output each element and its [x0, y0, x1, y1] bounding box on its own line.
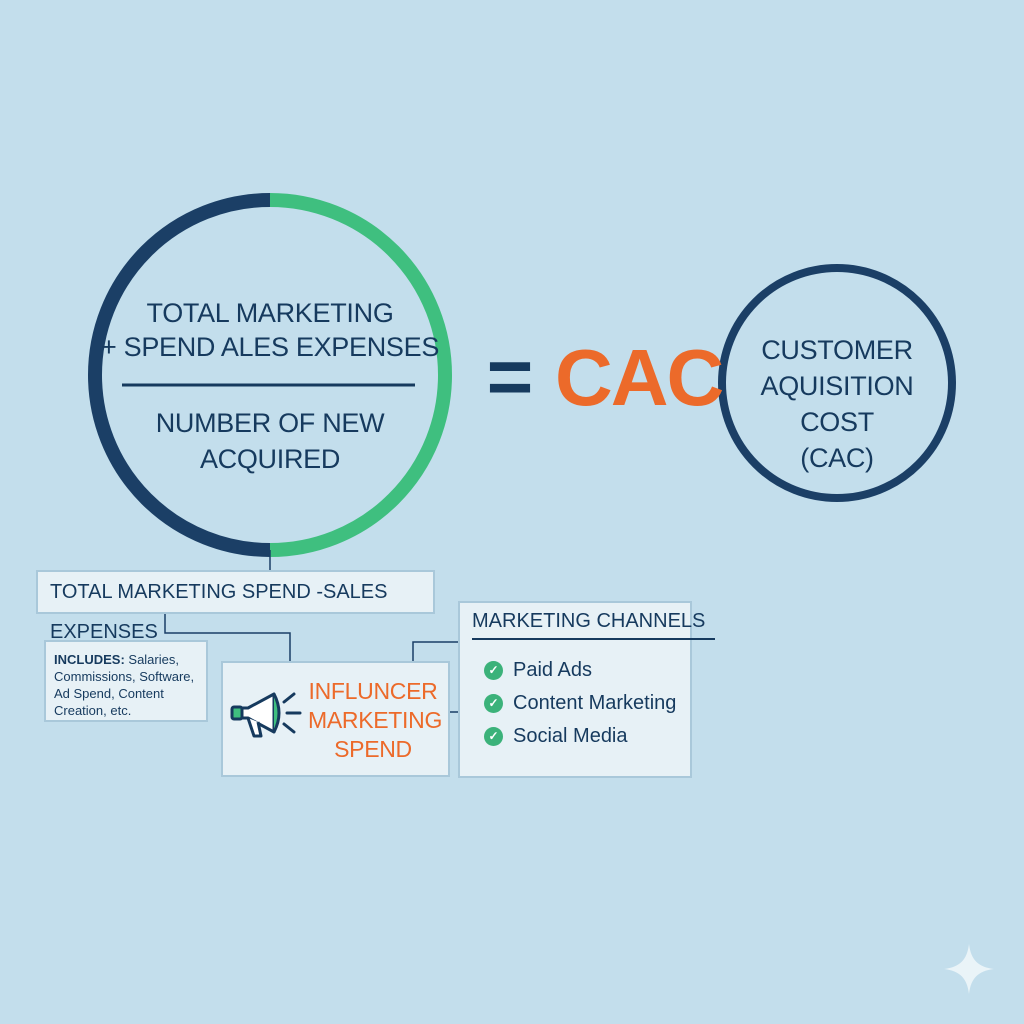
influencer-line: SPEND: [334, 736, 412, 762]
formula-circle-right-arc: [269, 193, 452, 557]
formula-numerator: TOTAL MARKETING + SPEND ALES EXPENSES: [100, 296, 440, 364]
sparkle-icon: [944, 944, 994, 994]
equals-sign: =: [486, 332, 534, 421]
cac-definition-line: (CAC): [800, 443, 874, 473]
marketing-channels-box: [458, 601, 692, 778]
check-icon: ✓: [484, 660, 503, 680]
influencer-spend-label: INFLUNCER MARKETING SPEND: [308, 677, 443, 764]
influencer-line: INFLUNCER: [308, 678, 438, 704]
numerator-line: TOTAL MARKETING: [146, 298, 394, 328]
channel-item-social-media: ✓ Social Media: [484, 723, 628, 749]
megaphone-icon: [230, 692, 302, 738]
channel-item-paid-ads: ✓ Paid Ads: [484, 657, 592, 683]
cac-circle: [718, 264, 956, 502]
includes-label: INCLUDES:: [54, 652, 125, 667]
numerator-line: + SPEND ALES EXPENSES: [100, 332, 440, 362]
influencer-line: MARKETING: [308, 707, 443, 733]
channel-label: Paid Ads: [513, 659, 592, 681]
denominator-line: NUMBER OF NEW: [155, 408, 385, 438]
cac-result: CAC: [555, 333, 724, 422]
includes-text: Salaries,: [124, 652, 179, 667]
cac-definition-line: AQUISITION COST: [760, 371, 914, 437]
channel-label: Content Marketing: [513, 692, 677, 714]
check-icon: ✓: [484, 726, 503, 746]
marketing-channels-title: MARKETING CHANNELS: [472, 606, 716, 640]
check-icon: ✓: [484, 693, 503, 713]
includes-text: Creation, etc.: [54, 703, 132, 718]
channel-label: Social Media: [513, 725, 628, 747]
denominator-line: ACQUIRED: [199, 444, 341, 474]
connector-influencer-to-channels: [412, 641, 458, 661]
formula-circle-left-arc: [88, 193, 271, 557]
total-spend-label: TOTAL MARKETING SPEND -SALES EXPENSES: [50, 581, 388, 643]
cac-definition-line: CUSTOMER: [761, 335, 913, 365]
connector-spend-to-influencer: [164, 614, 291, 661]
cac-definition: CUSTOMER AQUISITION COST (CAC): [722, 332, 952, 476]
total-spend-box: TOTAL MARKETING SPEND -SALES EXPENSES: [36, 570, 435, 643]
includes-text: Commissions, Software,: [54, 669, 195, 684]
includes-text: Ad Spend, Content: [54, 686, 164, 701]
formula-denominator: NUMBER OF NEW ACQUIRED: [100, 405, 440, 477]
includes-box: INCLUDES: Salaries, Commissions, Softwar…: [44, 640, 208, 722]
channel-item-content-marketing: ✓ Content Marketing: [484, 690, 676, 716]
